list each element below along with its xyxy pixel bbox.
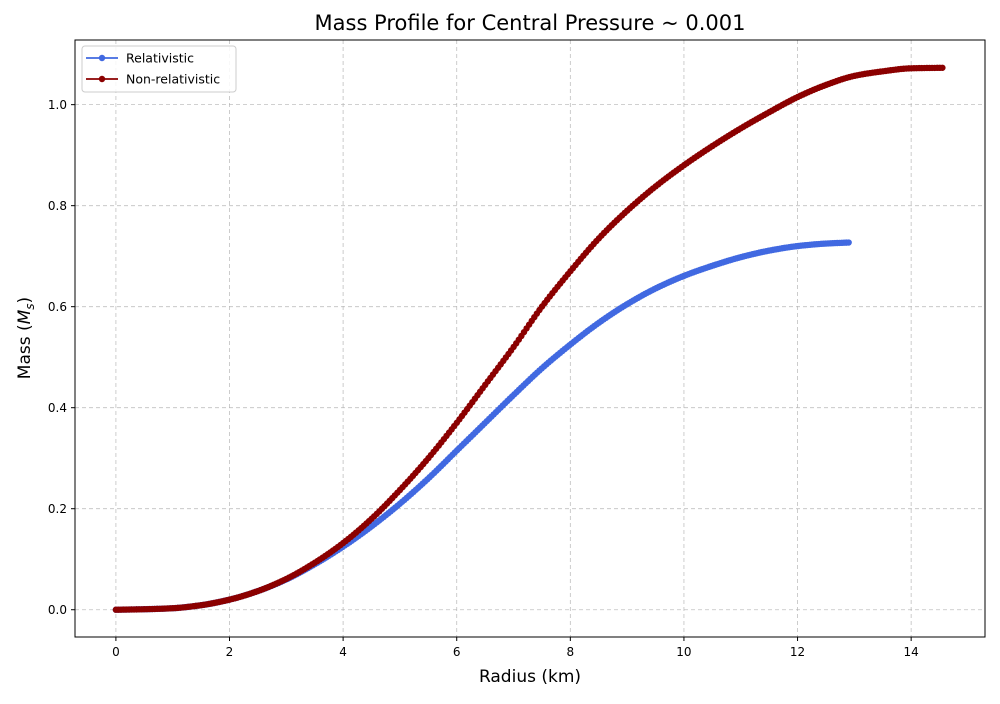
grid-lines — [75, 40, 985, 637]
legend: Relativistic Non-relativistic — [81, 45, 237, 93]
y-tick-label: 0.2 — [48, 502, 67, 516]
legend-label-relativistic: Relativistic — [126, 51, 194, 66]
x-tick-label: 4 — [339, 645, 347, 659]
legend-marker-non-relativistic — [98, 75, 106, 83]
x-tick-label: 8 — [567, 645, 575, 659]
y-axis-label-close: ) — [15, 297, 35, 304]
series-non-relativistic — [112, 64, 946, 613]
legend-label-non-relativistic: Non-relativistic — [126, 72, 220, 87]
axis-ticks: 0 2 4 6 8 10 12 14 0.0 0.2 0.4 0.6 0.8 1.0 — [48, 98, 919, 659]
data-point — [939, 64, 946, 71]
y-tick-label: 0.6 — [48, 300, 67, 314]
legend-box — [81, 45, 237, 93]
x-tick-label: 0 — [112, 645, 120, 659]
y-tick-label: 0.0 — [48, 603, 67, 617]
x-tick-label: 14 — [904, 645, 919, 659]
y-axis-label-main: Mass ( — [15, 324, 35, 379]
legend-item-non-relativistic: Non-relativistic — [86, 72, 220, 87]
x-tick-label: 12 — [790, 645, 805, 659]
legend-item-relativistic: Relativistic — [86, 51, 194, 66]
x-tick-label: 2 — [226, 645, 234, 659]
y-tick-label: 0.4 — [48, 401, 67, 415]
plot-area-frame — [74, 39, 986, 638]
y-axis-label-subscript: s — [23, 303, 37, 309]
y-axis-label-math: M — [15, 309, 35, 324]
chart-title: Mass Profile for Central Pressure ~ 0.00… — [315, 11, 746, 35]
data-point — [845, 239, 852, 246]
y-axis-label: Mass (Ms) — [15, 297, 37, 379]
series-layer — [112, 64, 946, 613]
legend-marker-relativistic — [98, 54, 106, 62]
x-tick-label: 10 — [676, 645, 691, 659]
x-tick-label: 6 — [453, 645, 461, 659]
y-tick-label: 1.0 — [48, 98, 67, 112]
x-axis-label: Radius (km) — [479, 667, 581, 687]
y-tick-label: 0.8 — [48, 199, 67, 213]
